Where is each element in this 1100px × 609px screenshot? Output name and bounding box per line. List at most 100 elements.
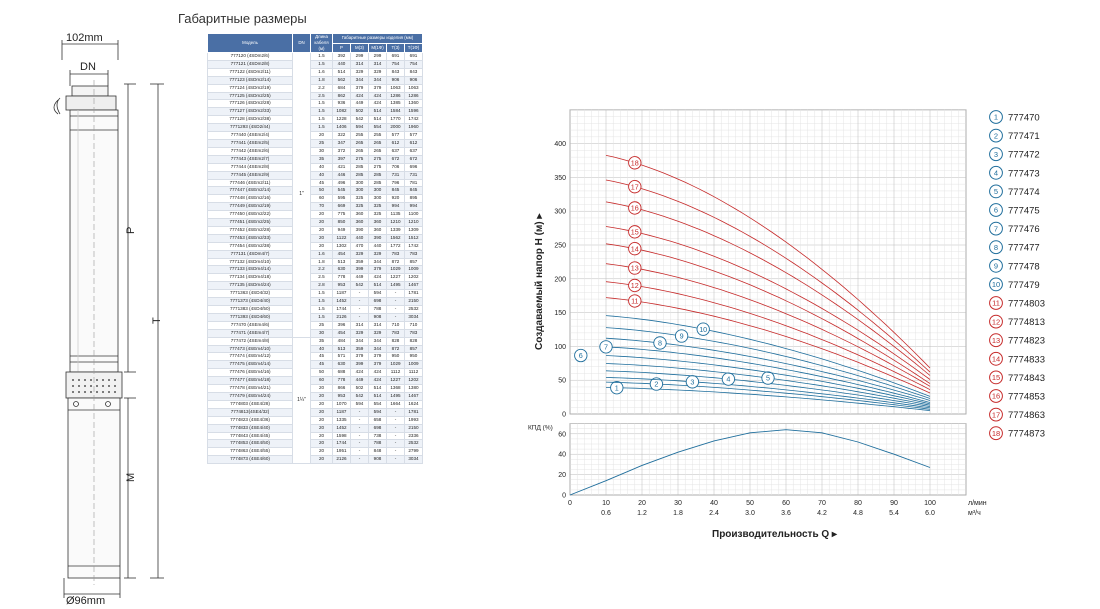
dim-cell: 612 — [386, 138, 405, 148]
diameter-label: Ø96mm — [66, 595, 105, 607]
legend: 1 777470 2 777471 3 777472 4 777473 5 777474 6 7774… — [989, 110, 1045, 441]
model-cell: 777121 (4SDm2/8) — [207, 59, 293, 69]
table-row: 777453 (4SEm2/33) 20 1122 440 390 1562 1512 — [207, 233, 423, 243]
head-curve-3 — [605, 377, 931, 409]
legend-number-18: 18 — [992, 429, 1000, 438]
dim-cell: - — [350, 423, 369, 433]
legend-marker-7 — [989, 221, 1003, 236]
dim-cell: 379 — [368, 83, 387, 93]
dim-cell: 285 — [350, 162, 369, 172]
legend-number-10: 10 — [992, 280, 1000, 289]
table-row: 777124 (4SDm2/19) 2.2 684 379 379 1063 1063 — [207, 83, 423, 93]
dim-cell: - — [350, 431, 369, 441]
table-row: 7774853 (4SE4/50) 20 1744-788-2532 — [207, 439, 423, 449]
cable-cell: 50 — [310, 186, 333, 196]
cable-cell: 20 — [310, 384, 333, 393]
table-row: 7774873 (4SE4/60) 20 2126-908-3034 — [207, 455, 423, 465]
head-curve-9 — [605, 327, 931, 399]
table-row: 777122 (4SDm2/11) 1.6 514 329 329 843 843 — [207, 67, 423, 77]
t-label: T — [151, 317, 163, 324]
dim-cell: 329 — [368, 328, 387, 338]
legend-marker-17 — [989, 407, 1003, 422]
table-row: 777133 (4SDm4/14) 2.2 630 399 379 1029 1009 — [207, 265, 423, 275]
dim-cell: 396 — [332, 320, 351, 330]
dim-cell: 1452 — [332, 297, 351, 306]
dim-cell: 1187 — [332, 289, 351, 299]
cable-cell: 1.5 — [310, 305, 333, 314]
table-row: 777452 (4SEm2/28) 20 949 390 360 1339 1309 — [207, 225, 423, 235]
model-cell: 777448 (4SEm2/16) — [207, 194, 293, 204]
dim-cell: 329 — [368, 249, 387, 259]
legend-label-7: 777476 — [1008, 224, 1040, 235]
model-cell: 777131 (4SDm4/7) — [207, 249, 293, 259]
header-dn: DN — [292, 33, 311, 53]
dim-cell: 1562 — [386, 233, 405, 243]
legend-marker-18 — [989, 426, 1003, 441]
y-tick-label: 50 — [558, 378, 566, 385]
cable-cell: 20 — [310, 415, 333, 425]
dim-cell: 1452 — [332, 423, 351, 433]
dim-cell: 1467 — [404, 281, 423, 291]
dim-cell: 545 — [332, 186, 351, 196]
head-curve-15 — [605, 226, 931, 380]
dim-cell: 449 — [350, 273, 369, 283]
y-tick-label: 0 — [562, 412, 566, 419]
dim-cell: 696 — [404, 162, 423, 172]
dim-cell: 1339 — [386, 225, 405, 235]
dim-cell: 390 — [350, 225, 369, 235]
model-cell: 777476 (4SEm4/16) — [207, 368, 293, 378]
legend-number-12: 12 — [992, 317, 1000, 326]
dim-cell: 255 — [350, 131, 369, 140]
head-curve-16 — [605, 201, 931, 376]
cable-cell: 2.2 — [310, 265, 333, 275]
dim-cell: 421 — [332, 162, 351, 172]
legend-marker-15 — [989, 370, 1003, 385]
dim-cell: 285 — [368, 178, 387, 188]
legend-number-5: 5 — [994, 187, 998, 196]
efficiency-line — [569, 429, 931, 496]
cable-cell: 1.6 — [310, 67, 333, 77]
head-curve-1 — [605, 387, 931, 411]
cable-cell: 2.5 — [310, 91, 333, 101]
y-tick-label: 200 — [554, 276, 566, 283]
dim-cell: 1781 — [404, 407, 423, 417]
dim-cell: 908 — [368, 455, 387, 465]
dim-cell: 872 — [386, 257, 405, 267]
legend-label-2: 777471 — [1008, 131, 1040, 142]
dim-cell: 372 — [332, 146, 351, 156]
curve-marker-6 — [574, 348, 588, 363]
dim-cell: 359 — [350, 344, 369, 354]
dim-cell: 866 — [332, 384, 351, 393]
model-cell: 777442 (4SEm2/6) — [207, 146, 293, 156]
dim-cell: 3034 — [404, 455, 423, 465]
head-curve-18 — [605, 155, 931, 369]
dim-cell: 329 — [350, 67, 369, 77]
dim-cell: 1187 — [332, 407, 351, 417]
dim-cell: 1063 — [386, 83, 405, 93]
legend-label-5: 777474 — [1008, 187, 1040, 198]
curve-marker-9 — [674, 329, 689, 343]
head-curve-8 — [605, 337, 931, 401]
dim-cell: 314 — [350, 59, 369, 69]
dim-cell: 1512 — [404, 233, 423, 243]
dim-cell: 778 — [332, 273, 351, 283]
dim-cell: 325 — [368, 202, 387, 212]
dim-cell: 424 — [350, 91, 369, 101]
dim-cell: 1951 — [332, 447, 351, 457]
x2-tick-label: 2.4 — [709, 510, 719, 517]
table-row: 777440 (4SEm2/4) 20 322 255 255 577 577 — [207, 131, 423, 140]
dim-cell: 399 — [350, 265, 369, 275]
curve-marker-14 — [628, 242, 642, 256]
model-cell: 777477 (4SEm4/18) — [207, 376, 293, 386]
dim-cell: 2532 — [404, 439, 423, 449]
curve-marker-label-11: 11 — [631, 297, 638, 306]
table-row: 777121 (4SDm2/8) 1.5 440 314 314 754 754 — [207, 59, 423, 69]
table-row: 777448 (4SEm2/16) 60 595 325 300 920 895 — [207, 194, 423, 204]
head-curve-13 — [605, 263, 931, 387]
model-cell: 777126 (4SDm2/28) — [207, 99, 293, 109]
curve-marker-18 — [628, 156, 642, 170]
dim-cell: 1495 — [386, 281, 405, 291]
head-curve-11 — [605, 297, 931, 394]
head-curve-6 — [605, 355, 931, 405]
dim-cell: 1202 — [404, 376, 423, 386]
